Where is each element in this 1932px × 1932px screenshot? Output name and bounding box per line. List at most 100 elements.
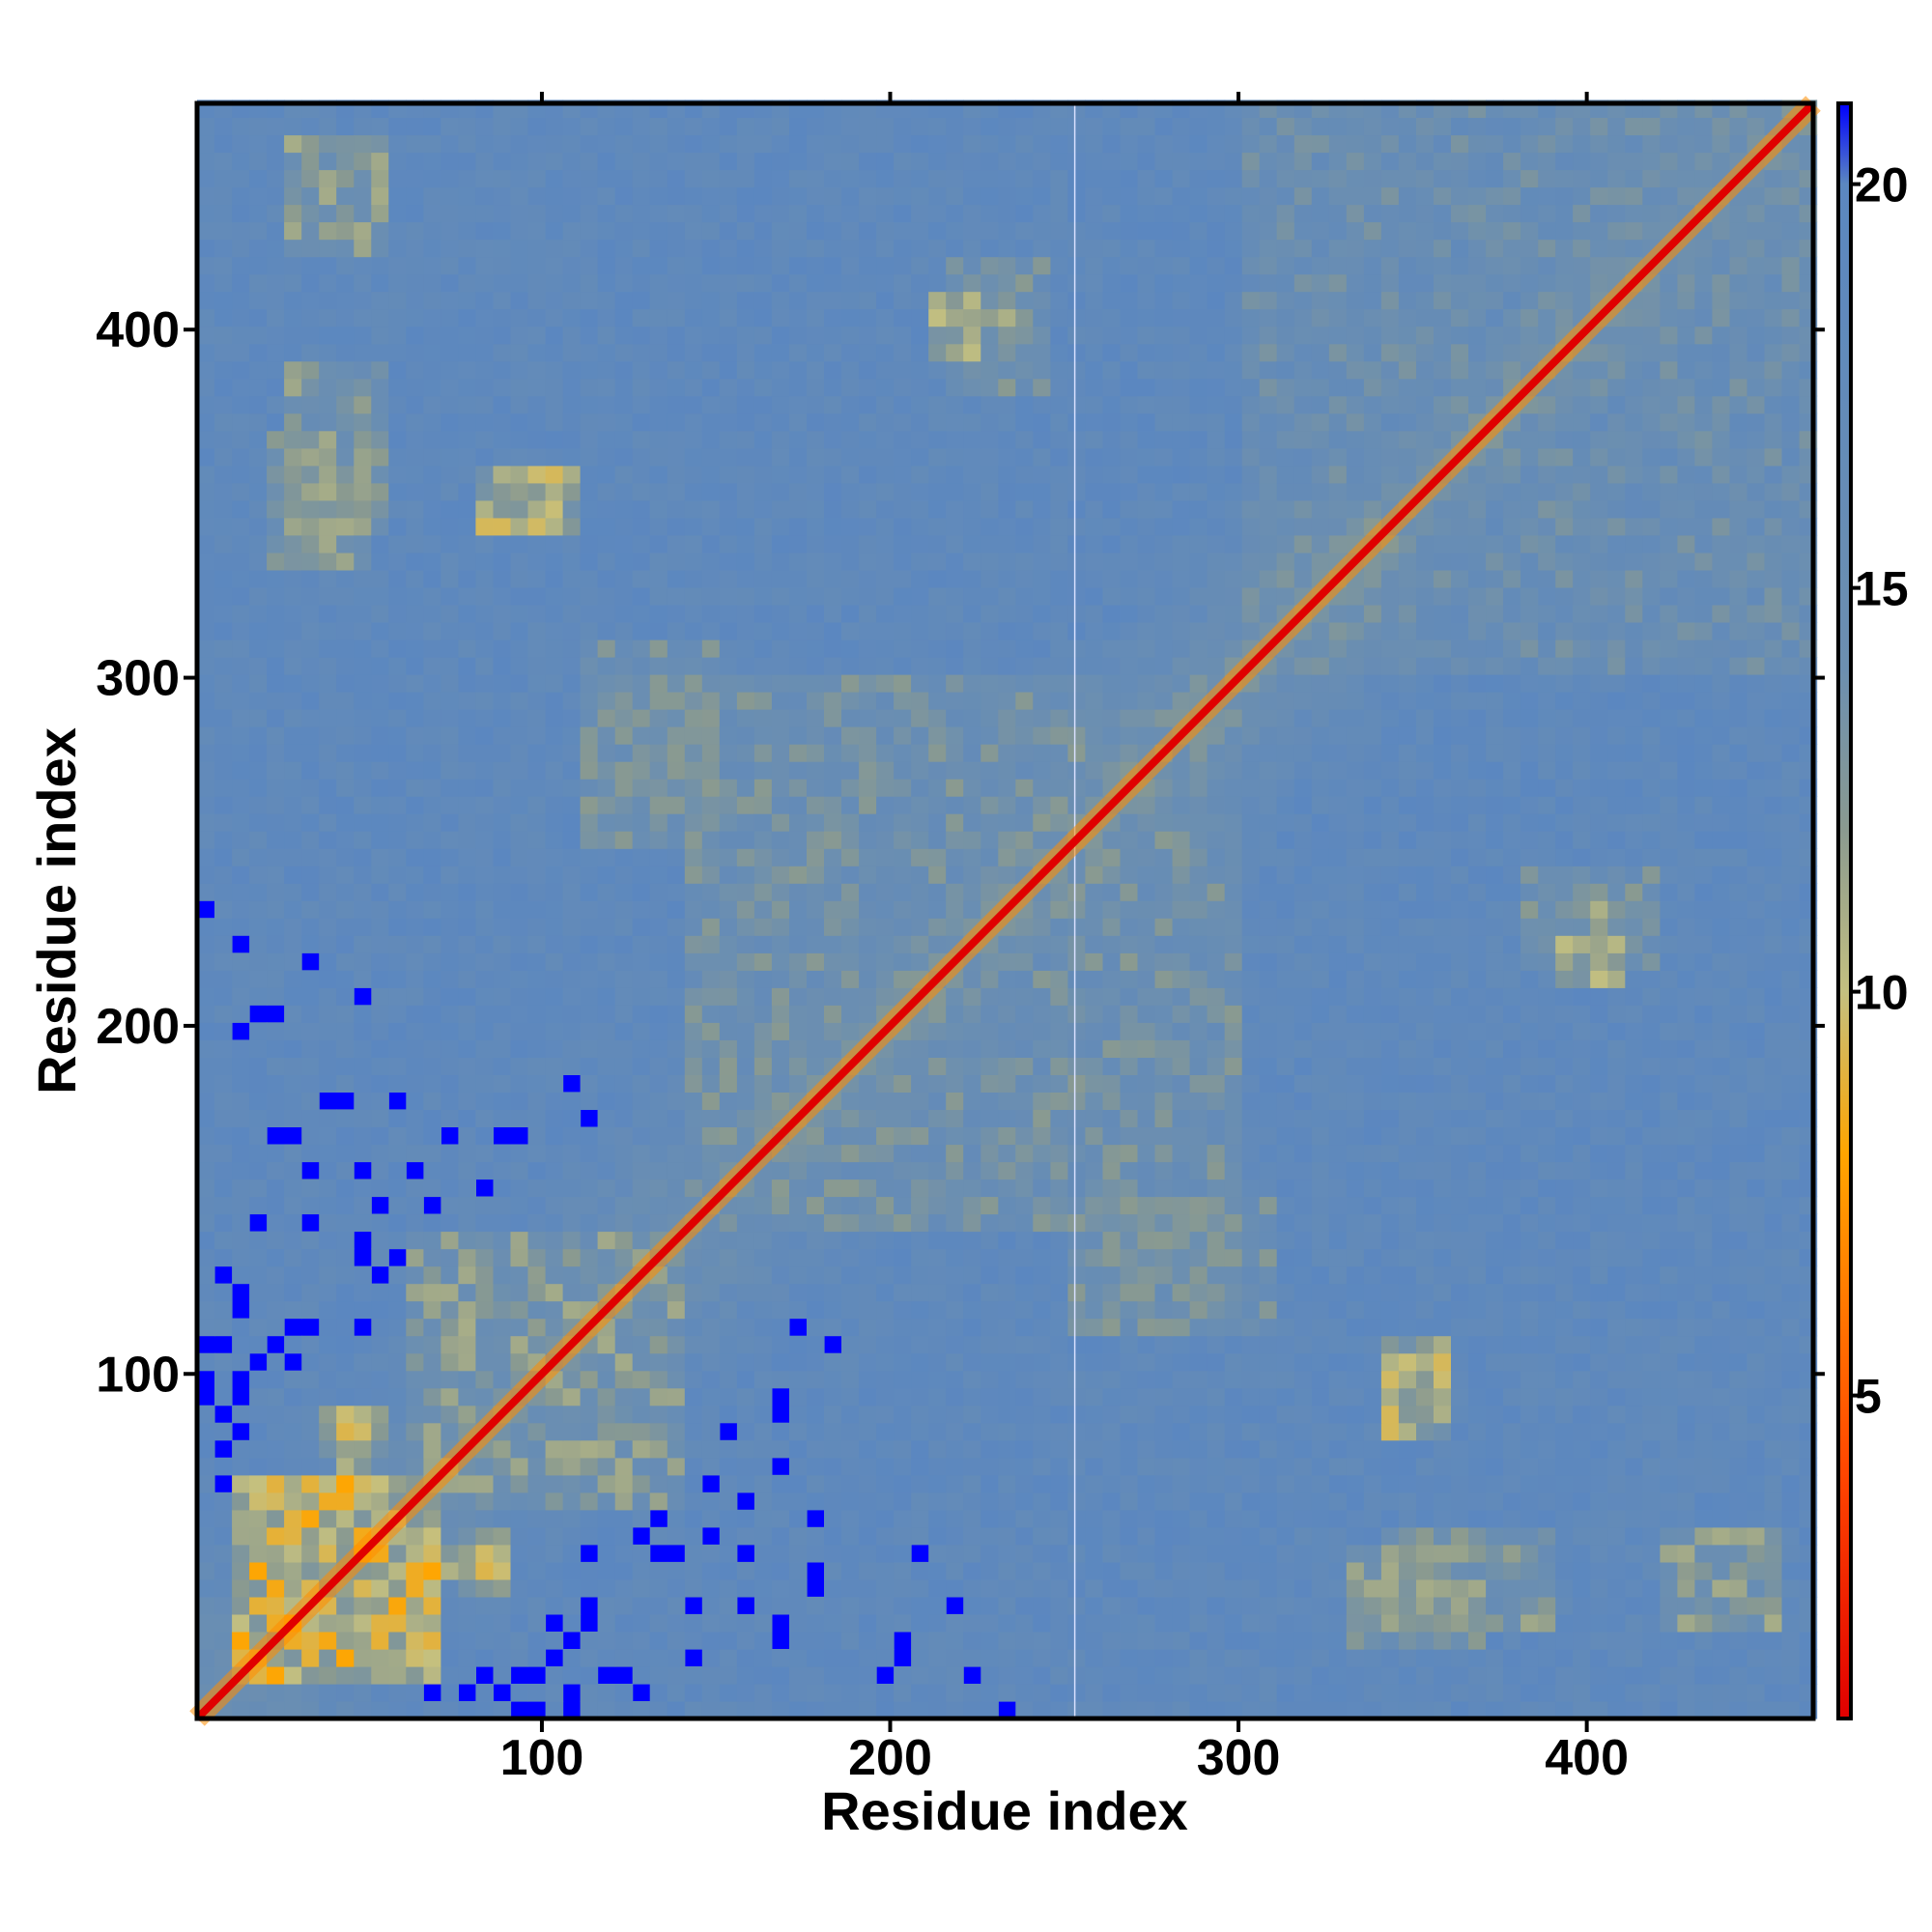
heatmap-cell [963,1422,981,1441]
heatmap-cell [1015,1544,1034,1563]
heatmap-cell [1590,1283,1608,1302]
heatmap-cell [1677,1335,1695,1354]
heatmap-cell [527,256,547,275]
heatmap-cell [1590,1213,1608,1233]
heatmap-cell [1276,1439,1295,1459]
heatmap-cell [1015,1526,1034,1546]
heatmap-cell [440,586,459,606]
heatmap-cell [1067,1666,1086,1685]
heatmap-cell [545,1300,564,1320]
heatmap-cell [406,291,424,310]
heatmap-cell [667,1578,686,1598]
heatmap-cell [632,152,651,171]
heatmap-cell [684,1300,703,1320]
heatmap-cell [232,412,250,432]
heatmap-cell [527,1509,547,1528]
heatmap-cell [371,1283,389,1302]
heatmap-cell [701,796,721,814]
heatmap-cell [841,1632,860,1650]
heatmap-cell [736,918,755,936]
heatmap-cell [841,1126,860,1146]
heatmap-cell [1468,1701,1487,1719]
heatmap-cell [684,900,703,919]
heatmap-cell [789,1474,808,1493]
heatmap-cell [232,726,250,745]
heatmap-cell [614,447,634,467]
heatmap-cell [527,744,547,762]
heatmap-cell [336,552,355,571]
heatmap-cell [493,987,512,1006]
heatmap-cell [562,152,582,171]
heatmap-cell [753,639,773,658]
heatmap-cell [736,1684,755,1702]
heatmap-cell [267,1213,285,1233]
heatmap-cell [197,1283,215,1302]
heatmap-cell [632,1005,651,1023]
heatmap-cell [458,1335,476,1354]
heatmap-cell [824,1649,842,1667]
heatmap-cell [1259,1701,1278,1719]
heatmap-cell [1154,1561,1174,1580]
heatmap-cell [267,1405,285,1424]
heatmap-cell [789,1578,808,1598]
heatmap-cell [301,1005,320,1023]
heatmap-cell [1451,1265,1469,1285]
heatmap-cell [736,1213,755,1233]
heatmap-cell [1677,1248,1695,1267]
heatmap-cell [1434,1231,1452,1250]
heatmap-cell [649,639,668,658]
heatmap-cell [214,152,233,171]
heatmap-cell [1172,1439,1191,1459]
heatmap-cell [1538,1161,1556,1180]
heatmap-cell [1538,1387,1556,1406]
heatmap-cell [1468,1474,1487,1493]
heatmap-cell [632,1422,651,1441]
heatmap-cell [876,1248,895,1267]
heatmap-cell [267,326,285,345]
heatmap-cell [510,152,529,171]
heatmap-cell [423,970,441,988]
heatmap-cell [1120,1632,1139,1650]
heatmap-cell [214,900,233,919]
heatmap-cell [684,883,703,901]
heatmap-cell [1363,1283,1382,1302]
heatmap-cell [406,935,424,953]
heatmap-cell [753,465,773,484]
heatmap-cell [841,1161,860,1180]
heatmap-cell [458,552,476,571]
heatmap-cell [1729,1544,1748,1563]
heatmap-cell [911,1474,929,1493]
heatmap-cell [319,970,337,988]
heatmap-cell [1207,1335,1226,1354]
heatmap-cell [319,935,337,953]
heatmap-cell [1468,1196,1487,1215]
heatmap-cell [753,378,773,397]
heatmap-cell [807,1457,825,1476]
heatmap-cell [841,1422,860,1441]
heatmap-cell [684,1022,703,1040]
heatmap-cell [998,1265,1016,1285]
heatmap-cell [545,726,564,745]
heatmap-cell [214,796,233,814]
heatmap-cell [597,465,616,484]
heatmap-cell [667,692,686,710]
heatmap-cell [406,987,424,1006]
heatmap-cell [1398,1474,1417,1493]
heatmap-cell [1468,1666,1487,1685]
heatmap-cell [614,848,634,867]
heatmap-cell [388,326,407,345]
heatmap-cell [493,813,512,832]
heatmap-cell [824,1526,842,1546]
heatmap-cell [701,134,721,154]
heatmap-cell [319,1613,337,1633]
heatmap-cell [493,534,512,554]
heatmap-cell [597,569,616,588]
heatmap-cell [301,1387,320,1406]
heatmap-cell [1207,1684,1226,1702]
heatmap-cell [1102,1422,1122,1441]
heatmap-cell [284,1074,302,1093]
heatmap-cell [1729,1318,1748,1337]
heatmap-cell [1607,1422,1626,1441]
heatmap-cell [1380,1387,1400,1406]
heatmap-cell [562,900,582,919]
